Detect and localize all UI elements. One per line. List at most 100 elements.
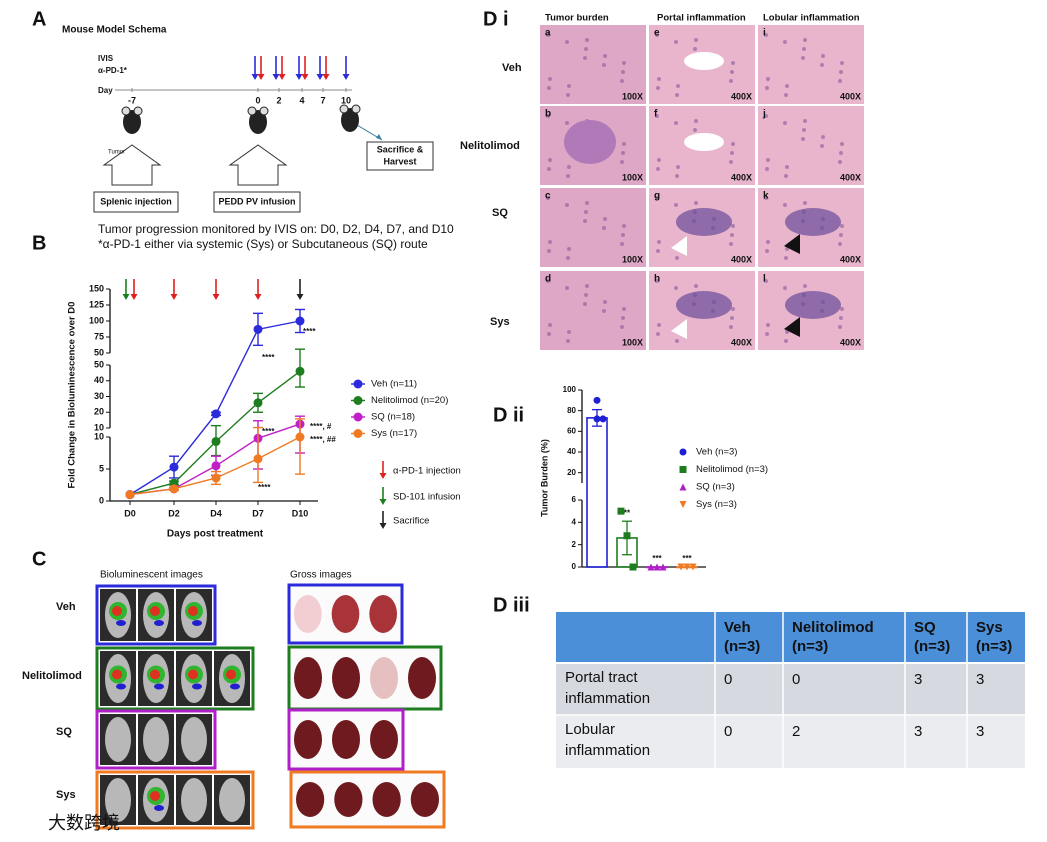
y-tick-label: 10 <box>94 431 104 441</box>
nucleus <box>783 40 787 44</box>
mouse-icon <box>249 110 267 134</box>
nucleus <box>657 323 661 327</box>
liver <box>334 782 363 817</box>
nucleus <box>655 196 659 200</box>
ivis-arrow-head <box>251 74 259 80</box>
legend-marker <box>353 379 363 389</box>
table-header-cell: Nelitolimod <box>792 619 874 636</box>
mouse-icon-ear <box>259 106 269 116</box>
nucleus <box>674 121 678 125</box>
mouse-icon-ear <box>247 106 257 116</box>
data-point <box>169 484 179 494</box>
signal-spot <box>154 620 164 626</box>
nucleus <box>585 284 589 288</box>
apd1-arrow-head <box>301 74 309 80</box>
significance-label: **** <box>258 483 271 492</box>
nucleus <box>840 307 844 311</box>
mouse-icon <box>341 108 359 132</box>
data-point <box>659 563 667 571</box>
nucleus <box>621 316 625 320</box>
cell-letter: a <box>545 28 551 39</box>
liver <box>294 720 322 759</box>
magnification: 400X <box>731 254 752 264</box>
liver <box>408 657 436 699</box>
nucleus <box>731 142 735 146</box>
box-label: Splenic injection <box>100 196 172 206</box>
signal-spot <box>230 683 240 690</box>
data-point <box>677 563 685 571</box>
nucleus <box>675 256 679 260</box>
legend-label: Veh (n=11) <box>371 379 417 390</box>
nucleus <box>565 121 569 125</box>
mouse-icon-ear <box>133 106 143 116</box>
table-header-cell: (n=3) <box>724 638 760 655</box>
nucleus <box>783 286 787 290</box>
nucleus <box>838 79 842 83</box>
cell-letter: e <box>654 28 660 39</box>
legend-marker <box>353 412 363 422</box>
nucleus <box>766 323 770 327</box>
nucleus <box>657 77 661 81</box>
nucleus <box>764 33 768 37</box>
apd1-arrow-head <box>278 74 286 80</box>
liver <box>410 782 439 817</box>
nucleus <box>839 233 843 237</box>
signal-spot <box>154 683 164 690</box>
signal-spot <box>188 606 198 616</box>
nucleus <box>656 249 660 253</box>
pointer <box>671 236 687 256</box>
significance-label: ****, ## <box>310 435 336 444</box>
nucleus <box>655 279 659 283</box>
nucleus <box>584 47 588 51</box>
nucleus <box>694 201 698 205</box>
nucleus <box>839 70 843 74</box>
signal-spot <box>154 805 164 811</box>
nucleus <box>766 158 770 162</box>
tumor-label: Tumor <box>108 150 125 156</box>
tumor-nodule <box>564 120 616 164</box>
table-cell: 0 <box>792 671 800 688</box>
y-tick-label: 50 <box>94 347 104 357</box>
row-label: Veh <box>56 601 76 613</box>
nucleus <box>731 224 735 228</box>
magnification: 100X <box>622 254 643 264</box>
nucleus <box>602 63 606 67</box>
table-header-cell: SQ <box>914 619 936 636</box>
nucleus <box>657 158 661 162</box>
nucleus <box>765 167 769 171</box>
liver <box>296 782 325 817</box>
cell-letter: d <box>545 274 551 285</box>
nucleus <box>783 121 787 125</box>
data-point <box>623 532 631 540</box>
nucleus <box>840 224 844 228</box>
legend-arrow-head <box>379 473 387 479</box>
nucleus <box>565 286 569 290</box>
y-axis-title: Fold Change in Bioluminescence over D0 <box>67 302 78 489</box>
pointer <box>784 317 800 337</box>
signal-spot <box>112 606 122 616</box>
y-tick-label: 40 <box>567 447 576 456</box>
nucleus <box>729 325 733 329</box>
row-label: SQ <box>56 726 72 738</box>
infiltrate <box>676 208 732 236</box>
nucleus <box>546 114 550 118</box>
y-tick-label: 100 <box>89 315 104 325</box>
nucleus <box>567 84 571 88</box>
x-tick-label: D10 <box>292 508 309 518</box>
data-point <box>295 432 305 442</box>
nucleus <box>820 63 824 67</box>
nucleus <box>584 293 588 297</box>
nucleus <box>565 203 569 207</box>
legend-label: Nelitolimod (n=3) <box>696 464 768 475</box>
table-cell: 0 <box>724 671 732 688</box>
histology-image <box>758 106 864 185</box>
data-point <box>617 507 625 515</box>
box-label: PEDD PV infusion <box>218 196 295 206</box>
cell-letter: c <box>545 191 551 202</box>
data-point <box>593 415 601 423</box>
nucleus <box>620 160 624 164</box>
nucleus <box>803 119 807 123</box>
nucleus <box>621 151 625 155</box>
y-axis-title: Tumor Burden (%) <box>539 439 549 517</box>
nucleus <box>674 40 678 44</box>
